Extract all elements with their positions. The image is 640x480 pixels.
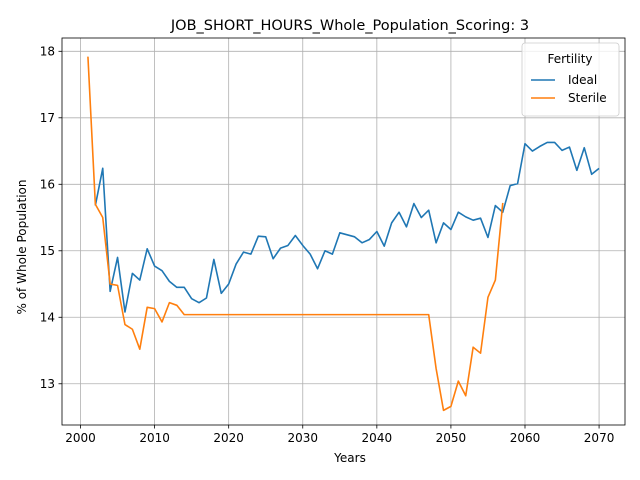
legend-label-sterile: Sterile xyxy=(568,91,607,105)
y-tick-label: 13 xyxy=(40,377,55,391)
x-tick-label: 2020 xyxy=(213,431,244,445)
y-tick-label: 16 xyxy=(40,178,55,192)
x-tick-label: 2030 xyxy=(287,431,318,445)
y-axis-ticks: 13 14 15 16 17 18 xyxy=(40,45,62,391)
y-tick-label: 15 xyxy=(40,244,55,258)
series-line-sterile xyxy=(88,57,503,411)
x-tick-label: 2070 xyxy=(584,431,615,445)
series-line-ideal xyxy=(95,142,599,312)
y-tick-label: 18 xyxy=(40,45,55,59)
chart-title: JOB_SHORT_HOURS_Whole_Population_Scoring… xyxy=(170,18,529,34)
y-axis-label: % of Whole Population xyxy=(15,180,29,315)
x-axis-ticks: 2000 2010 2020 2030 2040 2050 2060 2070 xyxy=(65,425,614,445)
x-tick-label: 2010 xyxy=(139,431,170,445)
x-tick-label: 2040 xyxy=(362,431,393,445)
x-tick-label: 2060 xyxy=(510,431,541,445)
legend: Fertility Ideal Sterile xyxy=(522,43,619,116)
y-tick-label: 17 xyxy=(40,111,55,125)
x-tick-label: 2050 xyxy=(436,431,467,445)
x-tick-label: 2000 xyxy=(65,431,96,445)
x-axis-label: Years xyxy=(333,451,366,465)
legend-label-ideal: Ideal xyxy=(568,73,597,87)
legend-title: Fertility xyxy=(547,52,592,66)
y-tick-label: 14 xyxy=(40,311,55,325)
